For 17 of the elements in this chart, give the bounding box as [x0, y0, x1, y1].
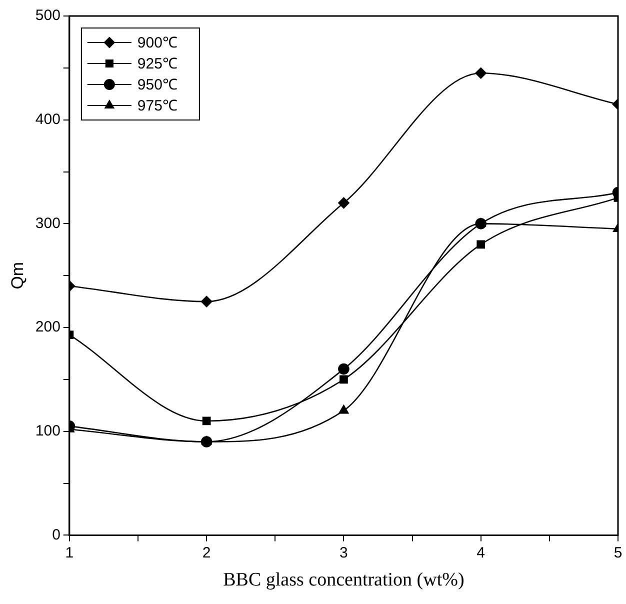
x-tick-label: 4: [476, 544, 486, 562]
legend-label: 925℃: [137, 56, 178, 73]
y-tick-label: 400: [35, 110, 60, 128]
x-tick-label: 2: [202, 544, 211, 562]
legend-label: 950℃: [137, 76, 178, 94]
x-axis-title: BBC glass concentration (wt%): [223, 570, 464, 591]
y-axis-title: Qm: [8, 262, 27, 290]
x-tick-label: 3: [340, 544, 348, 562]
legend-label: 975℃: [137, 98, 178, 115]
x-tick-label: 5: [614, 544, 622, 562]
y-tick-label: 200: [35, 318, 60, 336]
y-tick-label: 0: [52, 526, 60, 544]
legend-label: 900℃: [137, 34, 178, 52]
y-tick-label: 500: [35, 7, 60, 24]
y-tick-label: 300: [35, 214, 60, 232]
x-tick-label: 1: [65, 544, 74, 562]
y-tick-label: 100: [35, 422, 60, 440]
